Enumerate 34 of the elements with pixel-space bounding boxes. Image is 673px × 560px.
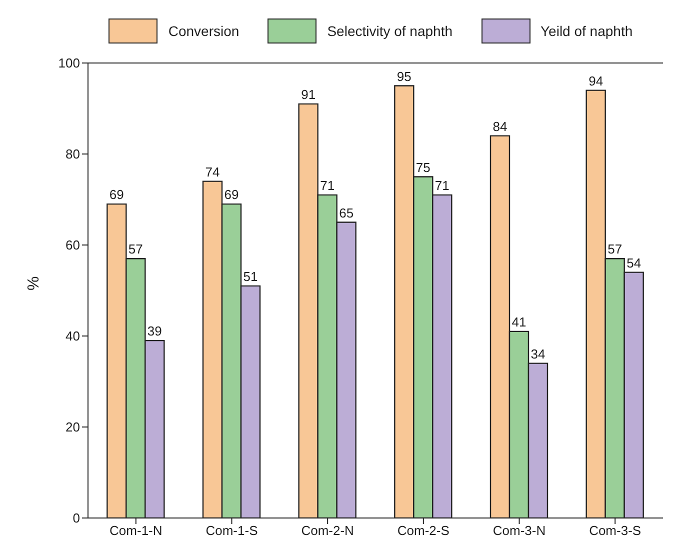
data-label: 75 (416, 160, 430, 175)
x-tick-label: Com-3-S (589, 523, 642, 538)
data-label: 41 (512, 314, 526, 330)
data-label: 84 (492, 118, 508, 134)
x-tick-label: Com-1-S (206, 523, 258, 538)
y-tick-label: 100 (58, 56, 80, 71)
legend-label: Selectivity of naphth (327, 23, 452, 39)
x-tick-label: Com-2-S (397, 523, 450, 538)
data-label: 94 (588, 73, 604, 88)
data-label: 71 (320, 178, 335, 193)
y-tick-label: 80 (66, 146, 80, 162)
legend-label: Conversion (168, 23, 240, 39)
data-label: 51 (243, 268, 258, 284)
y-axis-title: % (26, 276, 43, 290)
data-label: 91 (301, 86, 316, 102)
data-label: 69 (109, 187, 124, 202)
data-label: 57 (608, 242, 622, 257)
x-tick-label: Com-3-N (492, 523, 546, 538)
y-tick-label: 60 (66, 238, 80, 253)
data-label: 65 (339, 205, 354, 220)
data-label: 34 (530, 346, 546, 362)
y-tick-label: 20 (66, 420, 80, 435)
data-label: 95 (396, 68, 412, 84)
data-label: 69 (224, 187, 239, 202)
data-label: 71 (434, 178, 450, 193)
x-tick-label: Com-2-N (301, 523, 354, 538)
y-tick-label: 40 (66, 328, 80, 344)
data-label: 54 (626, 255, 642, 270)
legend-label: Yeild of naphth (540, 23, 633, 39)
data-label: 74 (205, 164, 220, 180)
data-label: 57 (128, 242, 143, 257)
data-label: 39 (147, 324, 162, 339)
x-tick-label: Com-1-N (110, 523, 162, 538)
y-tick-label: 0 (72, 510, 80, 526)
